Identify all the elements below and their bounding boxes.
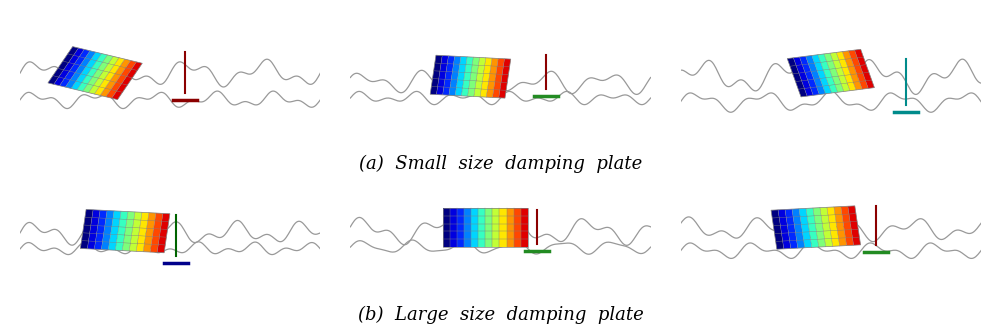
Polygon shape xyxy=(778,210,791,249)
Polygon shape xyxy=(100,59,131,97)
Polygon shape xyxy=(87,210,100,249)
Polygon shape xyxy=(442,56,454,95)
Polygon shape xyxy=(467,57,479,96)
Polygon shape xyxy=(430,55,442,94)
Polygon shape xyxy=(122,212,135,251)
Polygon shape xyxy=(771,210,784,249)
Polygon shape xyxy=(54,48,84,86)
Polygon shape xyxy=(143,213,156,252)
Polygon shape xyxy=(71,52,102,90)
Polygon shape xyxy=(448,56,460,95)
Polygon shape xyxy=(108,211,121,250)
Polygon shape xyxy=(65,51,96,89)
Polygon shape xyxy=(150,213,163,253)
Text: (b)  Large  size  damping  plate: (b) Large size damping plate xyxy=(357,306,644,324)
Polygon shape xyxy=(792,209,805,248)
Polygon shape xyxy=(83,55,113,92)
Polygon shape xyxy=(436,55,448,95)
Polygon shape xyxy=(842,51,862,90)
Polygon shape xyxy=(812,55,832,94)
Polygon shape xyxy=(455,56,467,96)
Polygon shape xyxy=(461,57,473,96)
Polygon shape xyxy=(492,208,499,247)
Polygon shape xyxy=(849,50,868,89)
Polygon shape xyxy=(855,49,875,89)
Polygon shape xyxy=(80,209,93,249)
Polygon shape xyxy=(48,47,78,84)
Polygon shape xyxy=(834,207,847,246)
Polygon shape xyxy=(443,208,450,247)
Polygon shape xyxy=(785,209,798,249)
Polygon shape xyxy=(77,53,107,91)
Polygon shape xyxy=(457,208,464,247)
Polygon shape xyxy=(787,58,807,97)
Text: (a)  Small  size  damping  plate: (a) Small size damping plate xyxy=(359,155,642,173)
Polygon shape xyxy=(115,211,128,251)
Polygon shape xyxy=(806,208,819,247)
Polygon shape xyxy=(464,208,471,247)
Polygon shape xyxy=(818,54,838,93)
Polygon shape xyxy=(112,62,142,100)
Polygon shape xyxy=(94,58,125,95)
Polygon shape xyxy=(499,208,507,247)
Polygon shape xyxy=(478,208,485,247)
Polygon shape xyxy=(514,208,521,247)
Polygon shape xyxy=(473,57,485,97)
Polygon shape xyxy=(820,207,833,247)
Polygon shape xyxy=(59,50,90,87)
Polygon shape xyxy=(806,55,826,94)
Polygon shape xyxy=(799,208,812,248)
Polygon shape xyxy=(486,58,498,97)
Polygon shape xyxy=(492,58,505,98)
Polygon shape xyxy=(507,208,514,247)
Polygon shape xyxy=(794,57,813,96)
Polygon shape xyxy=(157,214,170,253)
Polygon shape xyxy=(480,58,492,97)
Polygon shape xyxy=(841,206,854,246)
Polygon shape xyxy=(471,208,478,247)
Polygon shape xyxy=(848,206,861,245)
Polygon shape xyxy=(800,56,820,95)
Polygon shape xyxy=(88,56,119,94)
Polygon shape xyxy=(94,210,107,250)
Polygon shape xyxy=(827,207,840,246)
Polygon shape xyxy=(813,208,826,247)
Polygon shape xyxy=(521,208,528,247)
Polygon shape xyxy=(136,212,149,252)
Polygon shape xyxy=(106,60,136,98)
Polygon shape xyxy=(101,211,114,250)
Polygon shape xyxy=(824,53,844,92)
Polygon shape xyxy=(485,208,492,247)
Polygon shape xyxy=(830,52,850,92)
Polygon shape xyxy=(450,208,457,247)
Polygon shape xyxy=(836,51,856,91)
Polygon shape xyxy=(129,212,142,251)
Polygon shape xyxy=(498,59,511,98)
